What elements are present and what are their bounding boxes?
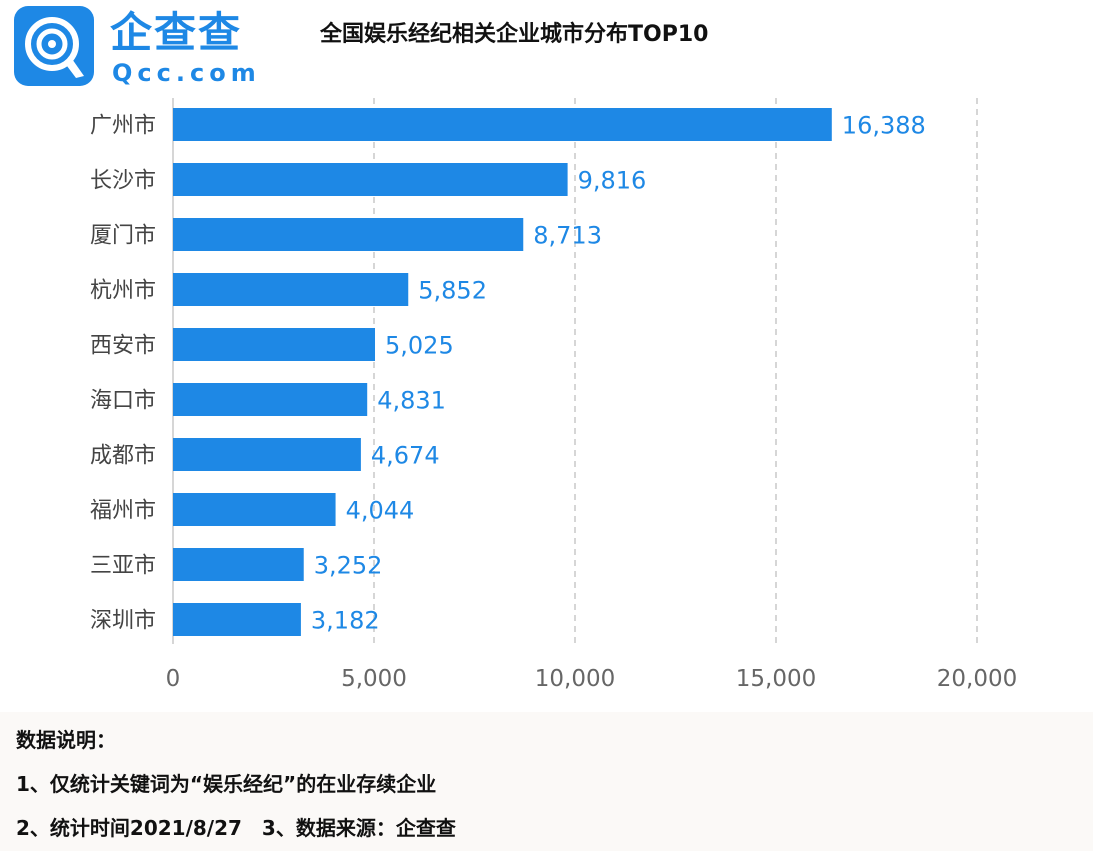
value-labels: 16,388 9,816 8,713 5,852 5,025 4,831 4,674 4,04… [311,112,926,635]
x-axis-ticks: 0 5,000 10,000 15,000 20,000 [166,666,1018,692]
value-label: 8,713 [533,222,602,250]
category-label: 深圳市 [90,609,156,634]
value-label: 4,044 [346,497,415,525]
value-label: 5,025 [385,332,454,360]
category-label: 西安市 [90,334,156,359]
value-label: 9,816 [578,167,647,195]
brand-logo: 企查查 Qcc.com [14,6,256,88]
bar [173,383,368,416]
x-tick-label: 5,000 [341,666,407,692]
bar [173,548,304,581]
value-label: 3,252 [314,552,383,580]
value-label: 4,674 [371,442,440,470]
data-notes: 数据说明： 1、仅统计关键词为“娱乐经纪”的在业存续企业 2、统计时间2021/… [0,712,1093,851]
brand-domain: Qcc.com [112,59,261,87]
value-label: 5,852 [418,277,487,305]
category-label: 杭州市 [90,279,156,304]
x-tick-label: 0 [166,666,181,692]
bar [173,163,568,196]
bar [173,438,361,471]
category-label: 长沙市 [90,169,156,194]
value-label: 16,388 [842,112,926,140]
bar [173,328,376,361]
notes-line-1: 1、仅统计关键词为“娱乐经纪”的在业存续企业 [16,772,437,796]
value-label: 3,182 [311,607,380,635]
chart-title: 全国娱乐经纪相关企业城市分布TOP10 [320,22,709,47]
qcc-logo-glyph [25,17,84,78]
bars [173,108,832,636]
x-tick-label: 10,000 [535,666,615,692]
value-label: 4,831 [377,387,446,415]
brand-name: 企查查 [110,8,243,57]
qcc-logo-icon [14,6,94,86]
x-tick-label: 20,000 [937,666,1017,692]
x-tick-label: 15,000 [736,666,816,692]
category-label: 成都市 [90,444,156,469]
bar [173,273,409,306]
category-label: 三亚市 [90,554,156,579]
category-label: 海口市 [90,389,156,414]
category-label: 厦门市 [90,224,156,249]
bar [173,603,301,636]
notes-heading: 数据说明： [16,728,116,752]
bar [173,218,524,251]
category-label: 广州市 [90,114,156,139]
category-label: 福州市 [90,499,156,524]
bar [173,493,336,526]
bar [173,108,832,141]
notes-line-2: 2、统计时间2021/8/27 3、数据来源：企查查 [16,816,456,840]
